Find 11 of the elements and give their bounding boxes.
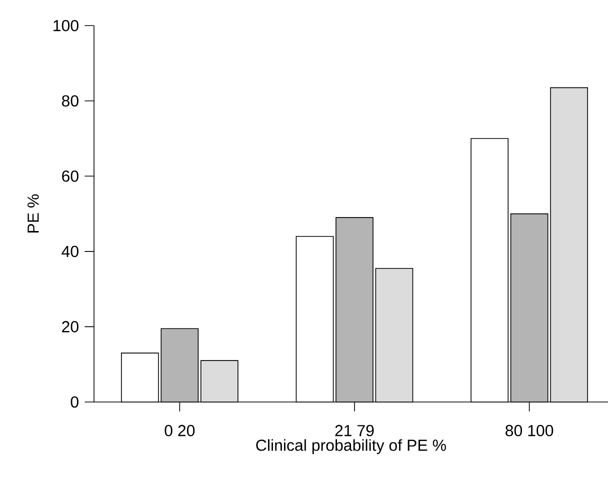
x-tick-label: 80 100 bbox=[506, 424, 554, 436]
y-tick-label: 100 bbox=[54, 20, 78, 32]
x-axis-title: Clinical probability of PE % bbox=[256, 439, 446, 454]
y-tick-label: 20 bbox=[62, 321, 78, 332]
x-tick-label: 0 20 bbox=[164, 424, 195, 436]
y-tick-label: 0 bbox=[70, 396, 78, 408]
x-tick-label: 21 79 bbox=[335, 424, 374, 436]
y-tick-label: 40 bbox=[62, 246, 78, 258]
y-tick-label: 80 bbox=[62, 95, 78, 107]
y-tick-label: 60 bbox=[62, 170, 78, 182]
y-axis-title: PE % bbox=[28, 194, 39, 232]
